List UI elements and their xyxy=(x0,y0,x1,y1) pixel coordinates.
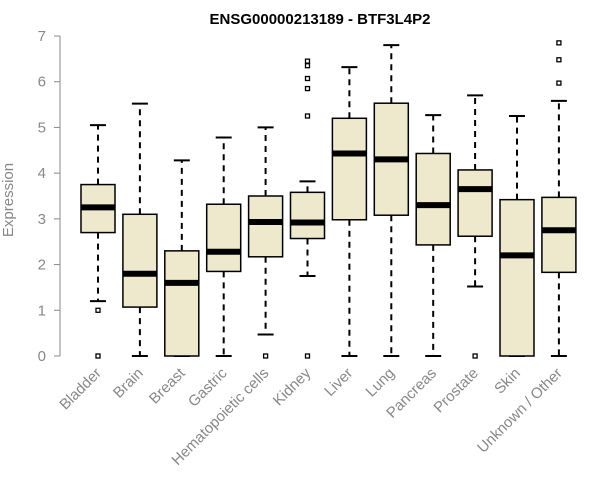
iqr-box xyxy=(122,213,158,308)
iqr-box xyxy=(499,198,535,357)
iqr-box xyxy=(331,117,368,221)
box-gastric xyxy=(205,136,242,357)
outlier-point xyxy=(556,57,562,63)
box-breast xyxy=(164,159,200,357)
y-tick-label: 0 xyxy=(38,348,46,365)
y-tick-label: 2 xyxy=(38,257,46,274)
outlier-point xyxy=(556,40,562,46)
y-axis-label: Expression xyxy=(0,163,17,237)
box-liver xyxy=(331,66,368,357)
box-prostate xyxy=(457,94,493,359)
box-bladder xyxy=(80,124,116,359)
boxes-group xyxy=(80,40,577,359)
iqr-box xyxy=(541,196,577,274)
y-tick-label: 3 xyxy=(38,211,46,228)
chart-title: ENSG00000213189 - BTF3L4P2 xyxy=(210,11,431,28)
x-tick-label: Prostate xyxy=(430,365,482,417)
x-tick-label: Brain xyxy=(110,365,147,402)
iqr-box xyxy=(247,195,284,258)
x-tick-label: Bladder xyxy=(56,365,105,414)
outlier-point xyxy=(304,113,311,119)
iqr-box xyxy=(205,203,242,273)
outlier-point xyxy=(304,58,311,64)
x-tick-label: Kidney xyxy=(270,364,315,409)
box-skin xyxy=(499,115,535,357)
x-tick-label: Breast xyxy=(146,364,189,407)
y-tick-label: 6 xyxy=(38,74,46,91)
x-tick-label: Liver xyxy=(321,365,356,400)
outlier-point xyxy=(472,353,478,359)
x-tick-label: Skin xyxy=(491,365,524,398)
outlier-point xyxy=(304,85,311,92)
outlier-point xyxy=(95,353,101,359)
y-axis: 0 1 2 3 4 5 6 7 xyxy=(38,28,61,365)
box-pancreas xyxy=(415,114,451,357)
box-kidney xyxy=(289,58,326,359)
y-tick-label: 1 xyxy=(38,302,46,319)
x-tick-label: Lung xyxy=(363,365,399,401)
y-tick-label: 7 xyxy=(38,28,46,45)
outlier-point xyxy=(556,80,562,86)
box-hematopoietic-cells xyxy=(247,126,284,359)
outlier-point xyxy=(95,307,101,313)
y-tick-label: 5 xyxy=(38,119,46,136)
outlier-point xyxy=(304,353,311,359)
iqr-box xyxy=(289,191,326,240)
outlier-point xyxy=(262,353,269,359)
y-tick-label: 4 xyxy=(38,165,46,182)
box-brain xyxy=(122,102,158,357)
iqr-box xyxy=(457,169,493,237)
iqr-box xyxy=(415,152,451,246)
box-unknown-other xyxy=(541,40,577,357)
box-lung xyxy=(373,44,410,357)
outlier-point xyxy=(304,75,311,82)
outlier-point xyxy=(304,63,311,69)
iqr-box xyxy=(164,250,200,357)
